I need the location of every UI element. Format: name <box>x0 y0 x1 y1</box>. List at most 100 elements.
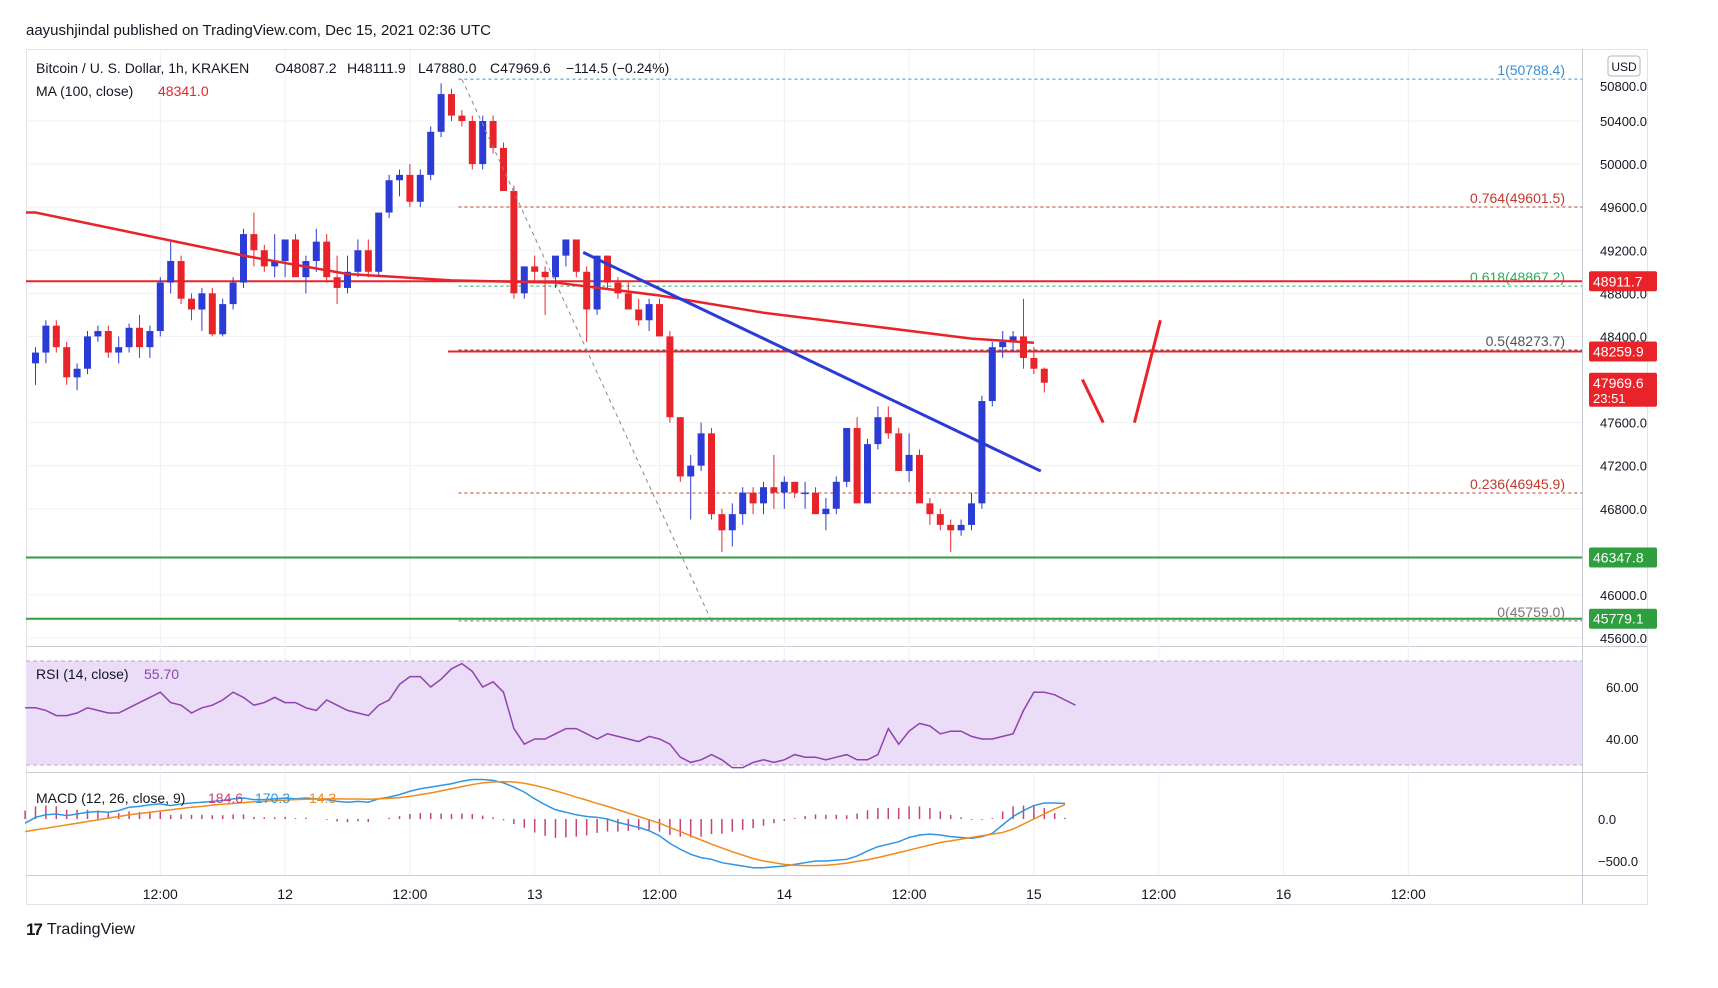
candle-body <box>926 503 934 515</box>
candle-body <box>822 508 830 515</box>
price-tick-label: 50000.0 <box>1600 157 1647 172</box>
candle-body <box>385 180 393 213</box>
candle-body <box>281 239 289 262</box>
macd-value-3: 14.3 <box>309 790 336 806</box>
horizontal-levels <box>26 280 1582 620</box>
candle-body <box>250 234 258 251</box>
candle-body <box>583 271 591 310</box>
time-tick-label: 14 <box>777 886 793 902</box>
candle-body <box>167 261 175 283</box>
candle-body <box>541 271 549 278</box>
candle-body <box>396 174 403 181</box>
candle-body <box>770 487 778 493</box>
candle-body <box>416 174 424 202</box>
candle-body <box>323 241 331 278</box>
candle-body <box>968 503 975 525</box>
rsi-value: 55.70 <box>144 666 179 682</box>
chart-frame <box>26 49 1648 905</box>
price-tick-label: 49200.0 <box>1600 243 1647 258</box>
level-price-tag-label: 48911.7 <box>1593 273 1643 289</box>
macd-label: MACD (12, 26, close, 9) <box>36 790 185 806</box>
candle-body <box>947 524 955 531</box>
last-price-label: 47969.6 <box>1593 375 1644 391</box>
candle-body <box>843 427 851 482</box>
candle-body <box>687 465 695 477</box>
candle-body <box>1040 368 1048 383</box>
candle-body <box>125 327 133 348</box>
candle-body <box>520 266 528 294</box>
time-tick-label: 12:00 <box>143 886 178 902</box>
level-price-tag <box>1589 608 1657 629</box>
candle-body <box>458 115 466 121</box>
candle-body <box>572 239 580 272</box>
candle-body <box>448 94 455 116</box>
macd-pane <box>24 778 1066 869</box>
candle-body <box>198 293 206 310</box>
candle-body <box>552 255 559 278</box>
macd-value-2: 170.3 <box>255 790 290 806</box>
ma-value: 48341.0 <box>158 83 209 99</box>
tradingview-logo[interactable]: 17 TradingView <box>26 920 135 940</box>
candle-body <box>177 261 185 299</box>
candle-body <box>884 417 892 434</box>
macd-line <box>24 778 1066 869</box>
fib-level-label: 0(45759.0) <box>1497 604 1565 620</box>
ohlc-open: O48087.2 <box>275 60 337 76</box>
candle-body <box>624 293 632 310</box>
time-tick-label: 12:00 <box>392 886 427 902</box>
ma-label: MA (100, close) <box>36 83 133 99</box>
candle-body <box>271 261 279 267</box>
candle-body <box>489 121 497 148</box>
candle-body <box>593 255 601 310</box>
candle-body <box>718 514 726 531</box>
signal-line <box>24 780 1066 867</box>
candle-body <box>604 255 611 283</box>
currency-box[interactable] <box>1607 55 1641 77</box>
candle-body <box>333 277 341 288</box>
price-tick-label: 45600.0 <box>1600 631 1647 646</box>
candle-body <box>895 433 903 472</box>
candles <box>32 83 1048 552</box>
fibonacci-levels: 1(50788.4) 0.764(49601.5) 0.618(48867.2) 0.… <box>458 62 1582 622</box>
candle-body <box>635 309 643 321</box>
moving-average <box>26 211 1034 345</box>
candle-body <box>645 304 653 321</box>
candle-body <box>1020 336 1027 358</box>
rsi-tick-label: 60.00 <box>1606 680 1639 695</box>
rsi-label: RSI (14, close) <box>36 666 129 682</box>
candle-body <box>780 481 788 493</box>
candle-body <box>146 331 154 348</box>
candle-body <box>936 514 944 525</box>
candle-body <box>957 524 965 531</box>
price-tick-label: 47200.0 <box>1600 459 1647 474</box>
candle-body <box>905 454 913 472</box>
candle-body <box>427 131 435 175</box>
candle-body <box>229 282 237 305</box>
time-tick-label: 12:00 <box>892 886 927 902</box>
candle-body <box>156 282 164 332</box>
candle-body <box>864 444 871 504</box>
level-price-tag-label: 48259.9 <box>1593 344 1644 360</box>
candle-body <box>364 250 372 272</box>
candle-body <box>354 250 362 272</box>
countdown-label: 23:51 <box>1593 391 1626 406</box>
projection-down-leg <box>1081 378 1105 424</box>
fib-level-label: 0.618(48867.2) <box>1470 269 1565 285</box>
price-tick-label: 49600.0 <box>1600 200 1647 215</box>
level-price-tag-label: 46347.8 <box>1593 549 1644 565</box>
fib-level-label: 0.5(48273.7) <box>1486 333 1565 349</box>
projection-up-leg <box>1132 319 1162 423</box>
candle-body <box>479 121 487 165</box>
time-tick-label: 15 <box>1026 886 1042 902</box>
candle-body <box>63 347 71 378</box>
candle-body <box>1030 357 1038 369</box>
rsi-tick-label: 40.00 <box>1606 732 1639 747</box>
level-price-tag <box>1589 271 1657 292</box>
macd-value-1: 184.6 <box>208 790 243 806</box>
candle-body <box>292 239 299 278</box>
macd-tick-label: 0.0 <box>1598 812 1616 827</box>
candle-body <box>208 293 216 335</box>
ma-line <box>26 211 1034 345</box>
candle-body <box>697 433 705 466</box>
